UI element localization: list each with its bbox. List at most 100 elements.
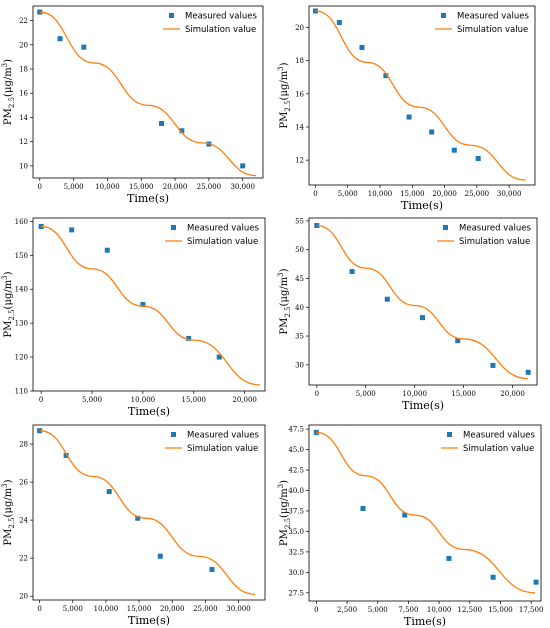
legend-label-simulation: Simulation value: [459, 237, 530, 247]
x-tick-label: 30,000: [497, 190, 522, 198]
x-tick-label: 25,000: [193, 605, 218, 613]
x-tick-label: 15,000: [451, 390, 476, 398]
y-tick-label: 55: [295, 217, 304, 225]
y-tick-label: 18: [19, 65, 28, 73]
x-tick-label: 5,000: [338, 190, 358, 198]
legend-marker-measured: [441, 13, 446, 18]
x-axis-label: Time(s): [404, 615, 446, 628]
x-tick-label: 5,000: [63, 605, 83, 613]
x-tick-label: 15,000: [488, 606, 513, 614]
measured-point: [186, 335, 192, 341]
y-tick-label: 35: [295, 333, 304, 341]
x-tick-label: 30,000: [230, 183, 255, 191]
x-tick-label: 5,000: [368, 606, 388, 614]
x-tick-label: 30,000: [226, 605, 251, 613]
x-tick-label: 10,000: [95, 183, 120, 191]
y-tick-label: 40.0: [288, 487, 304, 495]
x-tick-label: 10,000: [427, 606, 452, 614]
measured-point: [360, 505, 366, 511]
chart-panel-2: 0 5,000 10,000 15,000 20,000 25,000 30,000 12 14…: [277, 5, 536, 212]
measured-point: [179, 128, 185, 134]
x-tick-label: 20,000: [163, 183, 188, 191]
chart-panel-5: 0 5,000 10,000 15,000 20,000 25,000 30,000 20 22…: [1, 424, 266, 627]
measured-point: [81, 44, 87, 50]
x-axis-label: Time(s): [128, 614, 170, 627]
x-tick-label: 17,500: [519, 606, 544, 614]
plot-frame: [32, 217, 266, 392]
y-tick-label: 40: [295, 304, 304, 312]
x-tick-label: 0: [37, 605, 41, 613]
x-tick-label: 5,000: [82, 396, 102, 404]
x-axis-label: Time(s): [401, 199, 443, 212]
legend-label-simulation: Simulation value: [463, 444, 534, 454]
y-axis-label: PM2.5(μg/m3): [1, 479, 16, 545]
simulation-line: [39, 11, 257, 177]
plot-frame: [308, 217, 538, 386]
x-tick-label: 0: [313, 190, 317, 198]
x-tick-label: 2,500: [337, 606, 357, 614]
legend-marker-measured: [171, 225, 176, 230]
y-tick-label: 14: [295, 123, 304, 131]
legend-label-simulation: Simulation value: [187, 444, 258, 454]
measured-point: [209, 567, 215, 573]
measured-point: [451, 147, 457, 153]
x-tick-label: 20,000: [160, 605, 185, 613]
simulation-line: [315, 10, 526, 181]
measured-point: [406, 114, 412, 120]
y-tick-label: 160: [15, 218, 28, 226]
measured-point: [455, 338, 461, 344]
y-tick-label: 14: [19, 114, 28, 122]
measured-point: [402, 512, 408, 518]
y-tick-label: 37.5: [288, 507, 304, 515]
legend-label-measured: Measured values: [187, 224, 259, 234]
chart-panel-3: 0 5,000 10,000 15,000 20,000 110 120 130 140 150 1…: [1, 217, 266, 418]
legend-label-measured: Measured values: [459, 224, 531, 234]
measured-point: [135, 515, 141, 521]
x-tick-label: 15,000: [127, 605, 152, 613]
chart-panel-4: 0 5,000 10,000 15,000 20,000 30 35 40 45 50 55 Time…: [277, 217, 538, 412]
x-tick-label: 25,000: [465, 190, 490, 198]
plot-frame: [308, 424, 542, 602]
chart-panel-1: 0 5,000 10,000 15,000 20,000 25,000 30,000 10 12…: [1, 5, 264, 205]
x-tick-label: 0: [315, 390, 319, 398]
y-tick-label: 26: [19, 479, 28, 487]
y-axis-label: PM2.5(μg/m3): [277, 268, 292, 334]
y-tick-label: 22: [19, 555, 28, 563]
y-axis-label: PM2.5(μg/m3): [277, 62, 292, 128]
legend-label-measured: Measured values: [185, 12, 257, 22]
y-tick-label: 50: [295, 246, 304, 254]
legend: Measured values Simulation value: [163, 12, 257, 35]
measured-point: [240, 163, 246, 169]
legend-label-measured: Measured values: [457, 12, 529, 22]
measured-point: [490, 362, 496, 368]
measured-point: [106, 489, 112, 495]
y-tick-label: 30.0: [288, 569, 304, 577]
x-tick-label: 15,000: [129, 183, 154, 191]
y-tick-label: 30: [295, 361, 304, 369]
simulation-line: [316, 224, 529, 380]
x-tick-label: 10,000: [368, 190, 393, 198]
y-tick-label: 110: [15, 388, 28, 396]
x-tick-label: 10,000: [131, 396, 156, 404]
measured-point: [446, 555, 452, 561]
measured-point: [475, 155, 481, 161]
measured-point: [159, 120, 165, 126]
measured-point: [490, 574, 496, 580]
x-tick-label: 5,000: [356, 390, 376, 398]
y-tick-label: 20: [295, 24, 304, 32]
plot-frame: [308, 5, 536, 186]
y-tick-label: 27.5: [288, 589, 304, 597]
measured-point: [349, 269, 355, 275]
measured-point: [57, 36, 63, 42]
y-tick-label: 47.5: [288, 426, 304, 434]
measured-point: [157, 553, 163, 559]
y-tick-label: 140: [15, 286, 28, 294]
measured-point: [69, 227, 75, 233]
y-tick-label: 12: [295, 157, 304, 165]
legend-label-simulation: Simulation value: [185, 25, 256, 35]
legend-label-measured: Measured values: [187, 431, 259, 441]
measured-point: [216, 354, 222, 360]
y-axis-label: PM2.5(μg/m3): [1, 59, 16, 125]
legend-label-simulation: Simulation value: [457, 25, 528, 35]
